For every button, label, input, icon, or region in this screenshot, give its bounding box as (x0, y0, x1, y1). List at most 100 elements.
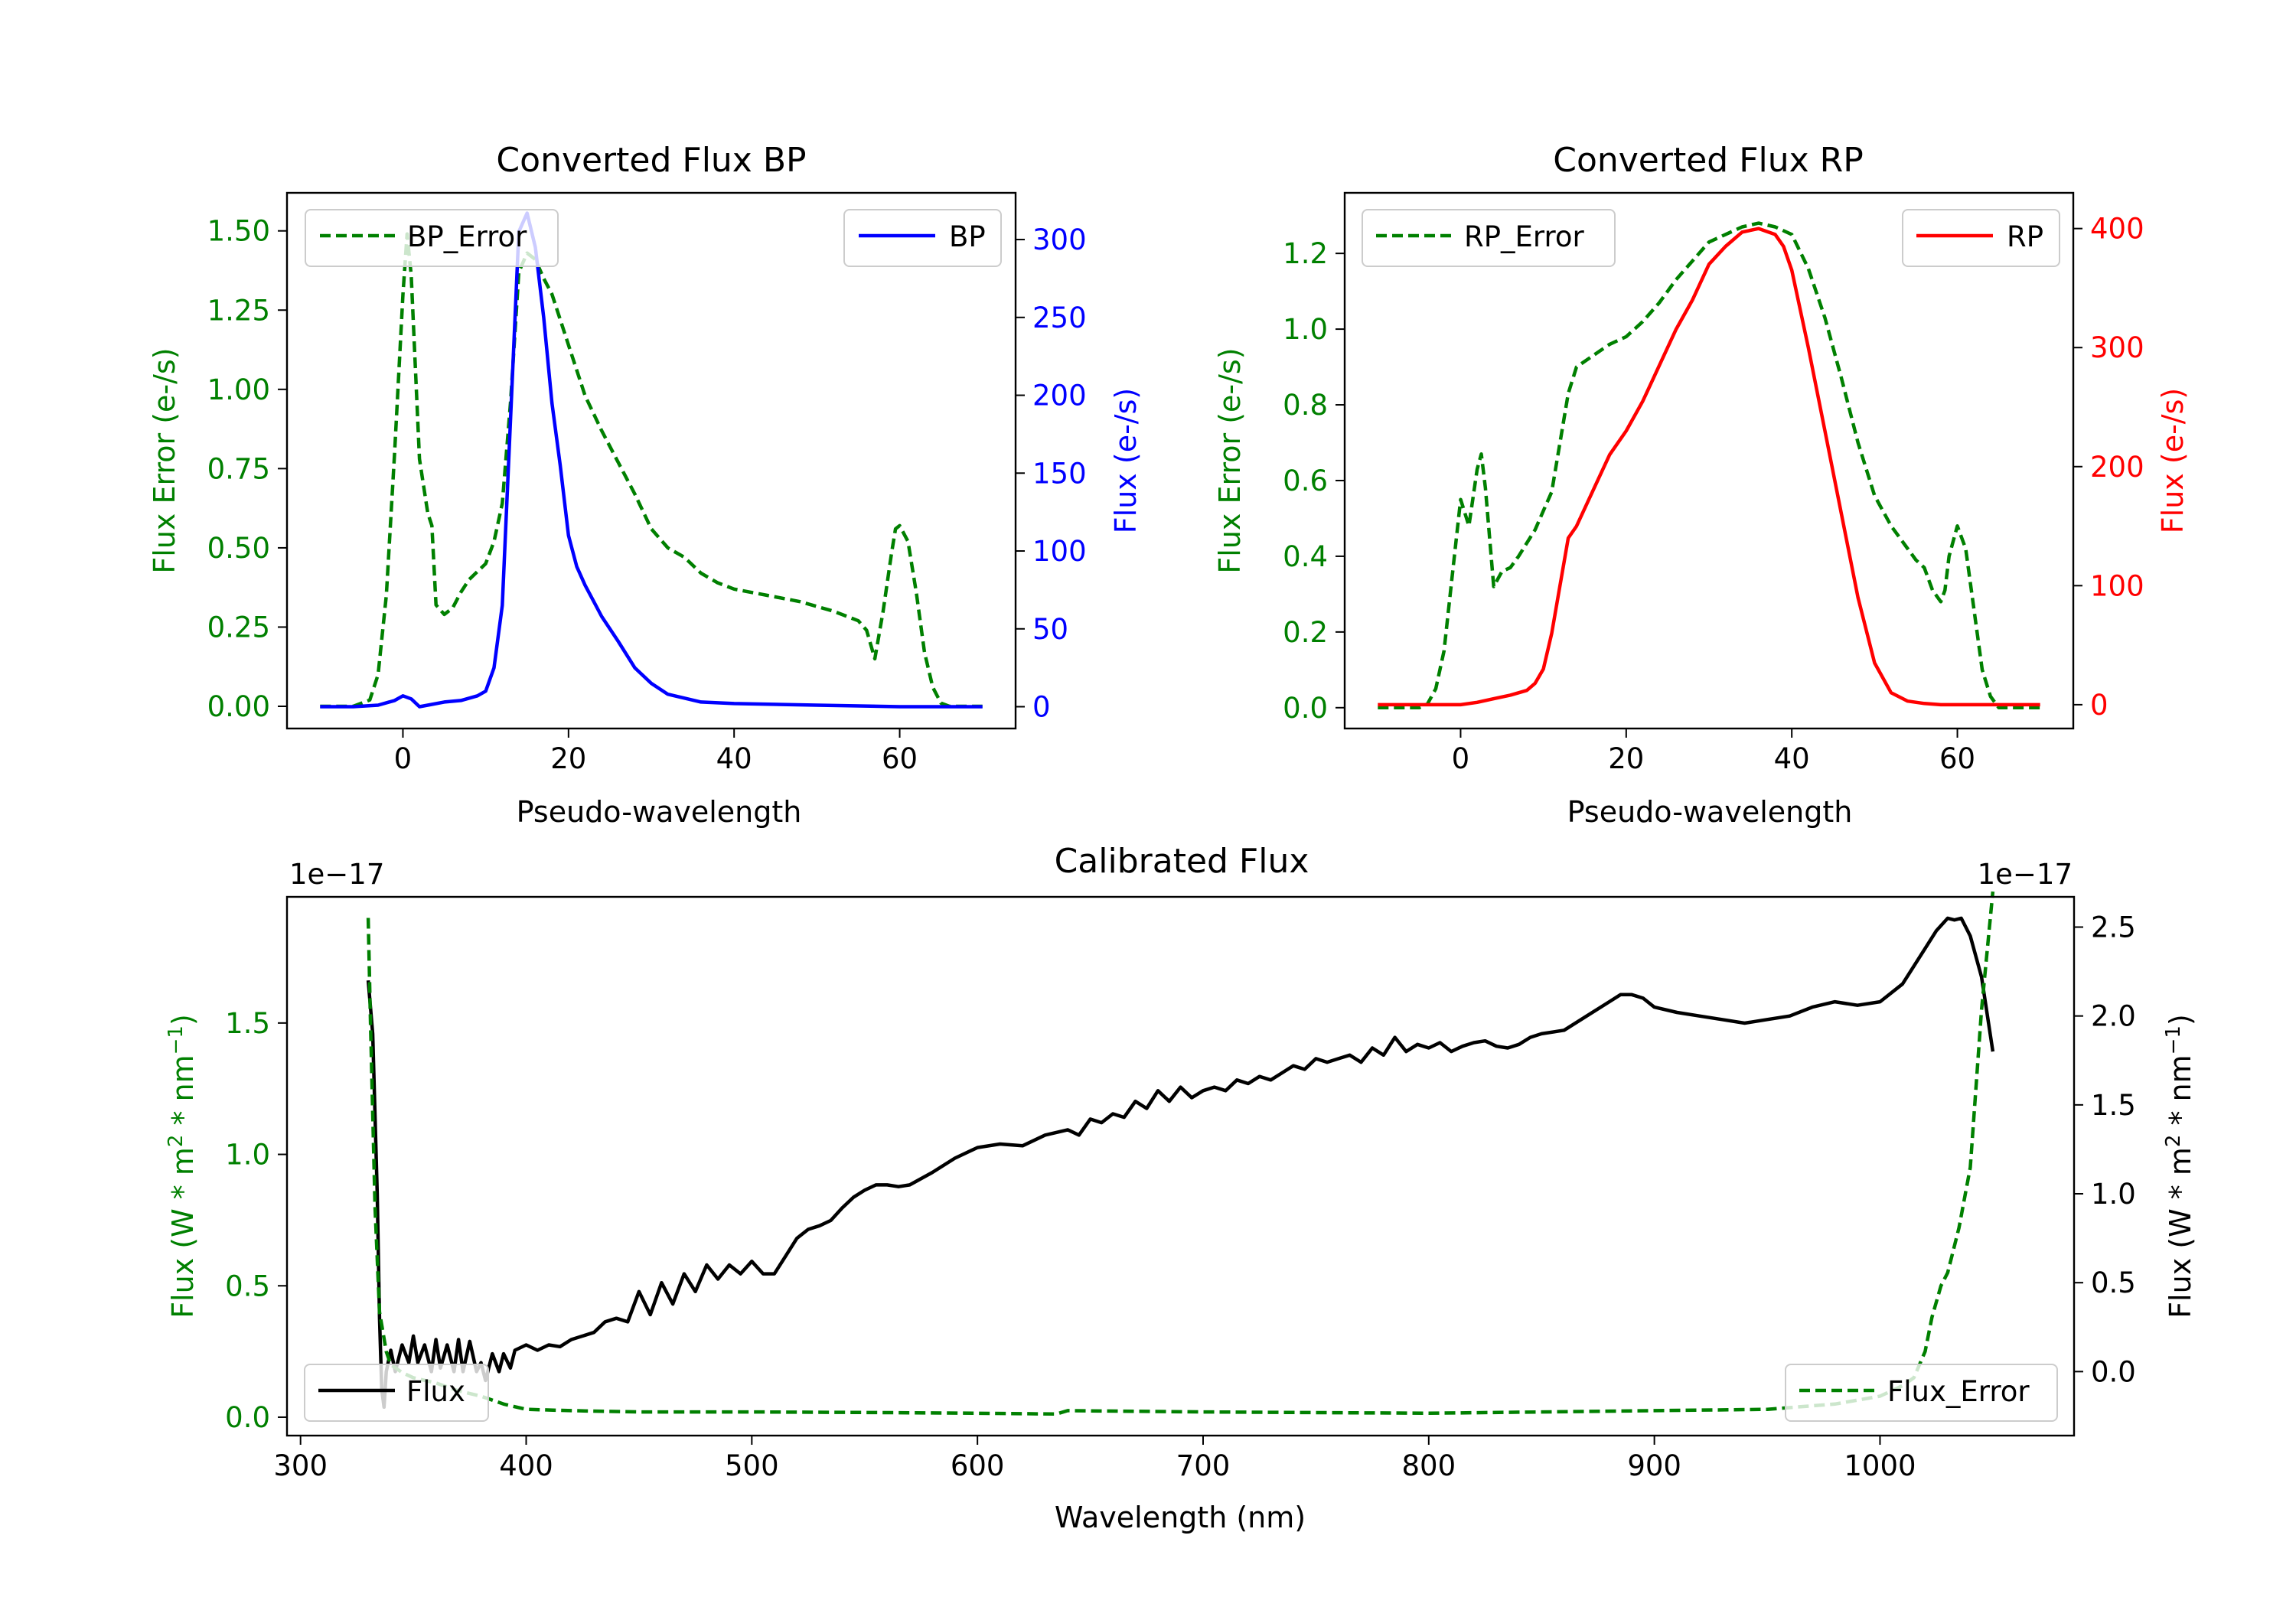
rp-ytick-left-label: 0.4 (1283, 540, 1328, 573)
rp-ytick-left-label: 1.0 (1283, 313, 1328, 346)
cal-ytick-left-label: 1.0 (225, 1139, 270, 1172)
rp-plot-area (1378, 221, 2040, 710)
bp-ytick-left-label: 0.50 (207, 532, 270, 565)
rp-ytick-left-label: 0.8 (1283, 389, 1328, 422)
cal-axes-frame (285, 895, 2076, 1437)
rp-xtick-label: 60 (1939, 742, 1975, 775)
bp-series-bp-error-line (320, 232, 983, 709)
rp-ytick-left-label: 0.2 (1283, 616, 1328, 649)
cal-ylabel-right: Flux (W * m2 * nm−1) (2162, 1014, 2197, 1319)
cal-offset-left: 1e−17 (289, 858, 384, 891)
bp-ytick-right-label: 0 (1032, 691, 1051, 724)
rp-series-rp-line (1378, 227, 2040, 707)
subplot-bp: Converted Flux BP 0 20 40 60 0.00 0.25 0.50 0.7… (148, 141, 1143, 829)
rp-xlabel: Pseudo-wavelength (1567, 795, 1853, 829)
bp-ytick-left-label: 0.00 (207, 690, 270, 723)
cal-ylabel-left: Flux (W * m2 * nm−1) (165, 1014, 200, 1319)
rp-ytick-left-label: 1.2 (1283, 237, 1328, 270)
bp-ytick-right-label: 100 (1032, 535, 1087, 568)
rp-ytick-right-label: 100 (2090, 569, 2144, 602)
cal-xtick-label: 400 (499, 1449, 553, 1482)
rp-ytick-left-label: 0.6 (1283, 464, 1328, 497)
cal-xtick-label: 300 (273, 1449, 328, 1482)
bp-legend-error: BP_Error (305, 209, 559, 267)
cal-legend-error: Flux_Error (1785, 1364, 2058, 1422)
subplot-rp: Converted Flux RP 0 20 40 60 0.0 0.2 0.4 0.6 0.8… (1213, 141, 2190, 829)
bp-ylabel-left: Flux Error (e-/s) (148, 347, 181, 573)
bp-series-bp-line (320, 211, 983, 709)
cal-legend-flux-label: Flux (406, 1375, 465, 1408)
bp-ytick-left-label: 1.00 (207, 373, 270, 406)
cal-legend-flux-box (304, 1364, 489, 1422)
bp-ytick-right-label: 250 (1032, 302, 1087, 334)
bp-xtick-label: 20 (550, 742, 586, 775)
rp-series-rp-error-line (1378, 221, 2040, 710)
bp-xlabel: Pseudo-wavelength (517, 795, 802, 829)
cal-xtick-label: 800 (1401, 1449, 1456, 1482)
cal-ytick-left-label: 0.5 (225, 1270, 270, 1302)
cal-xtick-label: 500 (725, 1449, 779, 1482)
bp-legend-error-label: BP_Error (407, 220, 527, 253)
rp-legend-error: RP_Error (1362, 209, 1616, 267)
bp-legend-error-box (305, 209, 559, 267)
cal-offset-right: 1e−17 (1978, 858, 2073, 891)
rp-ytick-right-label: 400 (2090, 213, 2144, 246)
bp-plot-area (320, 211, 983, 709)
cal-xtick-label: 700 (1176, 1449, 1231, 1482)
bp-ytick-left-label: 1.25 (207, 294, 270, 327)
rp-xtick-label: 40 (1774, 742, 1810, 775)
rp-ytick-right-label: 300 (2090, 331, 2144, 364)
subplot-calibrated: Calibrated Flux 1e−17 1e−17 300 400 500 600… (165, 842, 2197, 1534)
rp-xtick-label: 0 (1452, 742, 1470, 775)
rp-ytick-right-label: 200 (2090, 451, 2144, 484)
rp-legend-flux: RP (1902, 209, 2060, 267)
cal-ytick-right-label: 0.0 (2091, 1355, 2136, 1388)
bp-ylabel-right: Flux (e-/s) (1109, 388, 1143, 533)
bp-ytick-right-label: 50 (1032, 613, 1068, 646)
cal-legend-flux: Flux (304, 1364, 489, 1422)
cal-ytick-right-label: 1.0 (2091, 1178, 2136, 1211)
cal-ytick-left-label: 1.5 (225, 1007, 270, 1040)
bp-ytick-left-label: 0.25 (207, 611, 270, 644)
bp-xtick-label: 40 (716, 742, 752, 775)
bp-ytick-right-label: 150 (1032, 457, 1087, 490)
cal-ytick-right-label: 0.5 (2091, 1266, 2136, 1299)
rp-legend-flux-box (1902, 209, 2060, 267)
cal-ytick-right-label: 2.0 (2091, 1000, 2136, 1033)
rp-xtick-label: 20 (1608, 742, 1644, 775)
bp-legend-flux-box (843, 209, 1002, 267)
cal-legend-error-box (1785, 1364, 2058, 1422)
rp-ylabel-right: Flux (e-/s) (2156, 388, 2190, 533)
bp-ytick-left-label: 1.50 (207, 215, 270, 248)
bp-ytick-right-label: 300 (1032, 223, 1087, 256)
rp-axes-frame (1343, 191, 2075, 730)
cal-ytick-right-label: 2.5 (2091, 911, 2136, 944)
rp-legend-error-box (1362, 209, 1616, 267)
rp-legend-flux-label: RP (2007, 220, 2043, 253)
cal-legend-error-label: Flux_Error (1887, 1375, 2030, 1408)
rp-ytick-left-label: 0.0 (1283, 692, 1328, 725)
cal-xtick-label: 900 (1627, 1449, 1681, 1482)
cal-xlabel: Wavelength (nm) (1055, 1501, 1306, 1534)
calibrated-ticks: 300 400 500 600 700 800 900 1000 0.0 0.5 1.0 1.5 0.0… (225, 911, 2136, 1482)
rp-ylabel-left: Flux Error (e-/s) (1213, 347, 1247, 573)
bp-ytick-right-label: 200 (1032, 380, 1087, 412)
bp-xtick-label: 0 (394, 742, 413, 775)
bp-legend-flux-label: BP (949, 220, 986, 253)
rp-title: Converted Flux RP (1553, 141, 1864, 180)
cal-title: Calibrated Flux (1055, 842, 1309, 881)
bp-ytick-left-label: 0.75 (207, 452, 270, 485)
bp-ticks: 0 20 40 60 0.00 0.25 0.50 0.75 1.00 1.25 1.50 0 50 10… (207, 215, 1087, 775)
bp-axes-frame (285, 191, 1017, 730)
bp-xtick-label: 60 (882, 742, 918, 775)
rp-ytick-right-label: 0 (2090, 689, 2108, 722)
rp-legend-error-label: RP_Error (1464, 220, 1584, 253)
cal-xtick-label: 600 (951, 1449, 1005, 1482)
cal-ytick-left-label: 0.0 (225, 1401, 270, 1434)
rp-ticks: 0 20 40 60 0.0 0.2 0.4 0.6 0.8 1.0 1.2 0 100 200 300 40… (1283, 213, 2144, 775)
cal-xtick-label: 1000 (1844, 1449, 1916, 1482)
cal-ytick-right-label: 1.5 (2091, 1089, 2136, 1122)
bp-title: Converted Flux BP (496, 141, 806, 180)
bp-legend-flux: BP (843, 209, 1002, 267)
